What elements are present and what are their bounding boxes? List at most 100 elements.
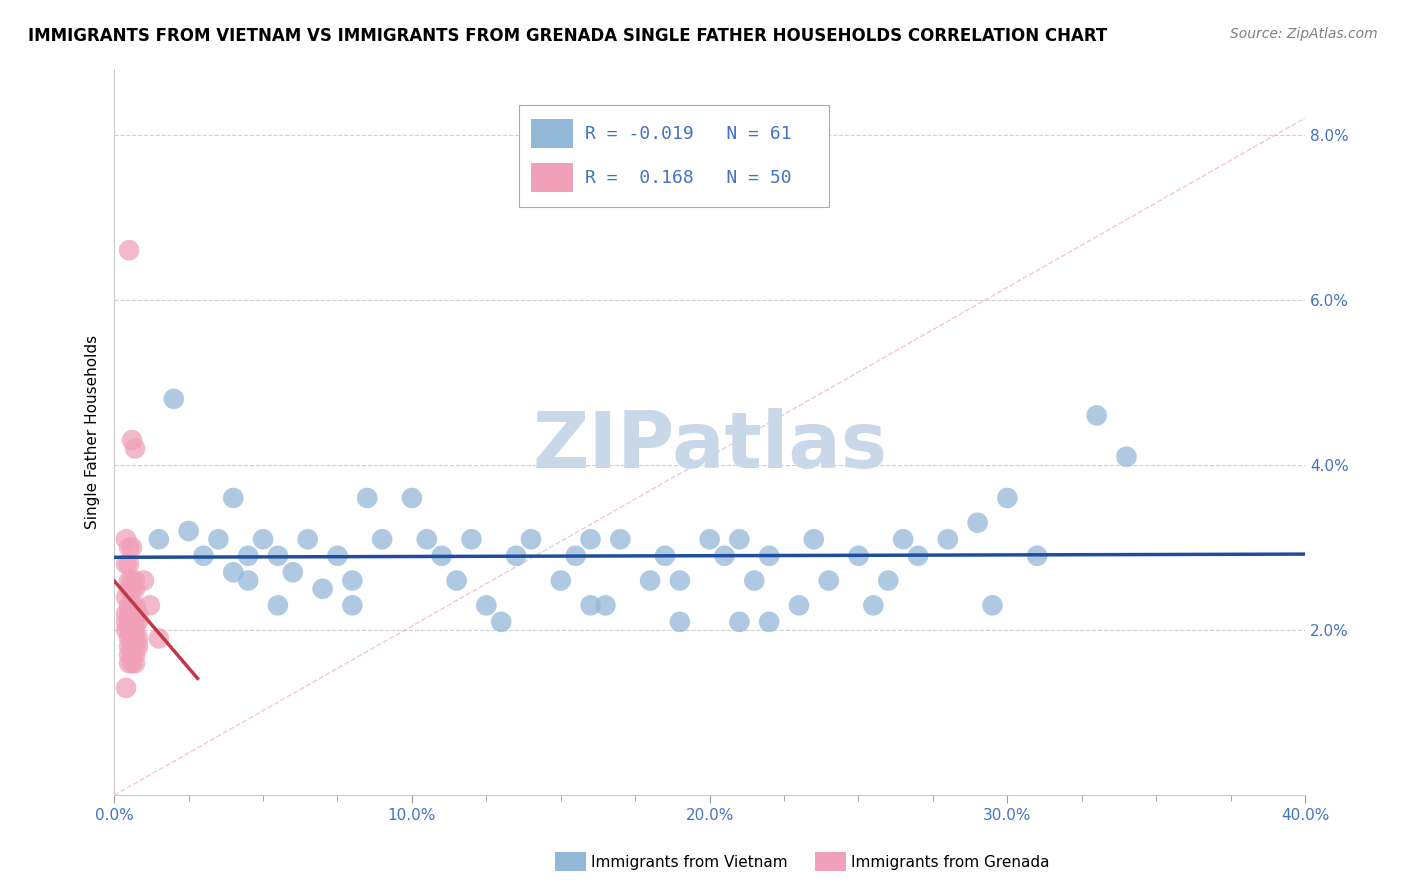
Point [416, 533, 439, 547]
Point [713, 549, 735, 563]
Point [118, 623, 141, 637]
Point [817, 574, 839, 588]
Point [311, 582, 333, 596]
Point [669, 574, 692, 588]
Point [966, 516, 988, 530]
Point [342, 574, 364, 588]
Point [460, 533, 482, 547]
Point [121, 632, 143, 646]
Point [297, 533, 319, 547]
Point [981, 599, 1004, 613]
Point [609, 533, 631, 547]
Point [758, 615, 780, 629]
Point [121, 433, 143, 447]
Point [148, 632, 170, 646]
Point [118, 656, 141, 670]
Point [505, 549, 527, 563]
Bar [531, 120, 572, 148]
Point [124, 632, 146, 646]
Text: R = -0.019   N = 61: R = -0.019 N = 61 [585, 125, 792, 143]
Point [848, 549, 870, 563]
Point [121, 648, 143, 662]
Point [862, 599, 884, 613]
Point [124, 599, 146, 613]
Text: Source: ZipAtlas.com: Source: ZipAtlas.com [1230, 27, 1378, 41]
Point [118, 607, 141, 621]
Point [371, 533, 394, 547]
Point [121, 582, 143, 596]
Point [267, 549, 290, 563]
Point [124, 442, 146, 456]
Point [891, 533, 914, 547]
Point [326, 549, 349, 563]
Point [124, 607, 146, 621]
Point [127, 607, 149, 621]
Point [1026, 549, 1049, 563]
Point [758, 549, 780, 563]
Point [139, 599, 162, 613]
Point [118, 557, 141, 571]
Point [121, 574, 143, 588]
Point [579, 599, 602, 613]
Point [121, 615, 143, 629]
Point [121, 623, 143, 637]
Point [118, 648, 141, 662]
Point [124, 615, 146, 629]
Point [877, 574, 900, 588]
Text: IMMIGRANTS FROM VIETNAM VS IMMIGRANTS FROM GRENADA SINGLE FATHER HOUSEHOLDS CORR: IMMIGRANTS FROM VIETNAM VS IMMIGRANTS FR… [28, 27, 1108, 45]
Point [121, 541, 143, 555]
Point [193, 549, 215, 563]
Point [124, 648, 146, 662]
Point [699, 533, 721, 547]
Point [1085, 409, 1108, 423]
Point [127, 640, 149, 654]
Point [803, 533, 825, 547]
Text: R =  0.168   N = 50: R = 0.168 N = 50 [585, 169, 792, 186]
Point [118, 632, 141, 646]
Point [238, 549, 260, 563]
Point [446, 574, 468, 588]
Point [124, 574, 146, 588]
Point [115, 557, 138, 571]
Point [148, 533, 170, 547]
Point [118, 582, 141, 596]
Point [115, 607, 138, 621]
Point [356, 491, 378, 505]
Point [995, 491, 1018, 505]
Point [207, 533, 229, 547]
Point [127, 615, 149, 629]
Point [1115, 450, 1137, 464]
Point [907, 549, 929, 563]
Point [177, 524, 200, 538]
Point [267, 599, 290, 613]
Point [787, 599, 810, 613]
Point [595, 599, 617, 613]
Y-axis label: Single Father Households: Single Father Households [86, 334, 100, 529]
Point [115, 615, 138, 629]
Point [281, 566, 304, 580]
Point [252, 533, 274, 547]
Point [728, 615, 751, 629]
Point [121, 599, 143, 613]
Point [654, 549, 676, 563]
Point [475, 599, 498, 613]
Point [127, 632, 149, 646]
Point [728, 533, 751, 547]
Point [936, 533, 959, 547]
Point [118, 640, 141, 654]
Point [118, 599, 141, 613]
Point [118, 541, 141, 555]
Point [115, 533, 138, 547]
Point [401, 491, 423, 505]
Point [118, 574, 141, 588]
Point [163, 392, 186, 406]
Point [115, 681, 138, 695]
Point [222, 566, 245, 580]
Point [121, 640, 143, 654]
Point [121, 607, 143, 621]
Point [124, 640, 146, 654]
Point [638, 574, 661, 588]
Text: Immigrants from Grenada: Immigrants from Grenada [851, 855, 1049, 870]
Point [124, 582, 146, 596]
Point [342, 599, 364, 613]
